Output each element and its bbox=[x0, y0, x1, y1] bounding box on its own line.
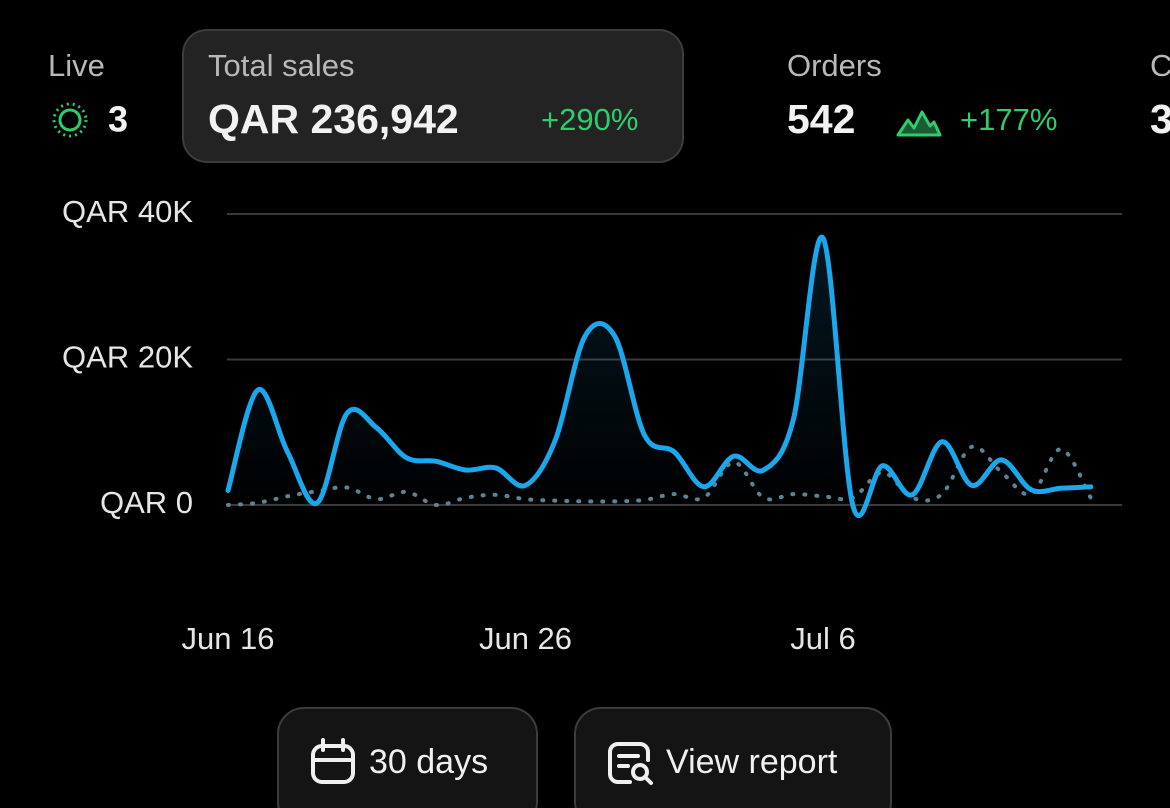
chart: QAR 0 QAR 20K QAR 40K Jun 16 Jun 26 Jul 6 bbox=[62, 194, 1122, 656]
report-icon bbox=[608, 742, 653, 785]
y-tick-label: QAR 20K bbox=[62, 340, 193, 375]
stat-value: 542 bbox=[787, 96, 855, 142]
y-tick-label: QAR 40K bbox=[62, 194, 193, 229]
button-label: 30 days bbox=[369, 743, 488, 781]
x-tick-label: Jun 26 bbox=[479, 621, 572, 656]
live-icon bbox=[52, 102, 88, 138]
stat-change: +177% bbox=[960, 102, 1057, 137]
x-tick-label: Jul 6 bbox=[790, 621, 855, 656]
stat-card[interactable] bbox=[182, 29, 684, 163]
stat-change: +290% bbox=[541, 102, 638, 137]
area-fill bbox=[228, 237, 1091, 516]
stat-label: Orders bbox=[787, 48, 882, 83]
x-tick-label: Jun 16 bbox=[181, 621, 274, 656]
stat-value: 3 bbox=[1150, 96, 1170, 142]
stat-value: 3 bbox=[108, 99, 128, 140]
stat-label: Total sales bbox=[208, 48, 354, 83]
button[interactable] bbox=[574, 707, 892, 808]
button-label: View report bbox=[666, 743, 838, 781]
calendar-icon bbox=[311, 738, 355, 784]
stat-value: QAR 236,942 bbox=[208, 96, 459, 142]
stat-label: C bbox=[1150, 48, 1170, 83]
stat-label: Live bbox=[48, 48, 105, 83]
line-series bbox=[225, 234, 1094, 518]
sparkline-icon bbox=[896, 110, 942, 137]
y-tick-label: QAR 0 bbox=[100, 485, 193, 520]
